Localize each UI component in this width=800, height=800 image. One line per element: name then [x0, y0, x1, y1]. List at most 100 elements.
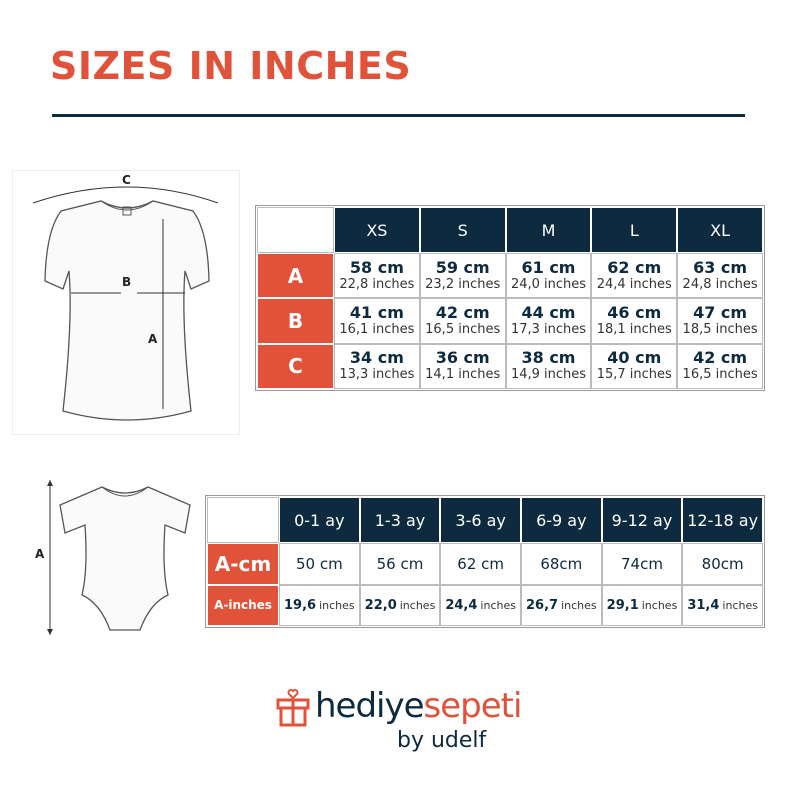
cell: 40 cm 15,7 inches: [591, 343, 678, 389]
corner-cell: [257, 207, 334, 253]
inch-unit: inches: [480, 598, 516, 612]
cm-value: 63 cm: [693, 257, 748, 277]
cell: 63 cm 24,8 inches: [677, 252, 763, 299]
cm-value: 56 cm: [359, 543, 441, 585]
header-m: M: [506, 208, 591, 252]
cell: 59 cm 23,2 inches: [419, 252, 506, 299]
logo-text-hediye: hediye: [315, 686, 425, 726]
label-a: A: [148, 332, 158, 346]
cm-value: 47 cm: [693, 302, 748, 322]
inch-value: 24,0 inches: [510, 276, 587, 292]
cm-value: 62 cm: [607, 257, 662, 277]
inch-value: 13,3 inches: [339, 367, 415, 383]
inch-unit: inches: [319, 598, 355, 612]
cell: 26,7 inches: [520, 584, 602, 626]
cm-value: 68cm: [520, 543, 602, 585]
inch-value: 19,6: [284, 597, 317, 613]
cm-value: 58 cm: [349, 257, 404, 277]
inch-unit: inches: [399, 598, 436, 612]
row-label-c: C: [258, 344, 333, 388]
logo-byline: by udelf: [397, 728, 487, 753]
row-label-a-cm: A-cm: [208, 544, 278, 584]
inch-value: 24,8 inches: [682, 276, 758, 292]
cm-value: 61 cm: [521, 257, 576, 277]
cm-value: 74cm: [601, 543, 683, 585]
inch-value: 26,7: [526, 597, 559, 613]
corner-cell: [207, 497, 279, 543]
inch-unit: inches: [722, 598, 758, 612]
cell: 61 cm 24,0 inches: [505, 252, 592, 299]
header-xl: XL: [678, 208, 762, 252]
cm-value: 40 cm: [607, 348, 662, 368]
inch-value: 24,4 inches: [596, 276, 672, 292]
inch-unit: inches: [561, 598, 597, 612]
header-s: S: [420, 208, 505, 252]
inch-value: 18,1 inches: [596, 321, 672, 337]
inch-value: 16,1 inches: [339, 321, 415, 337]
inch-value: 29,1: [606, 597, 639, 613]
cell: 47 cm 18,5 inches: [677, 298, 763, 344]
cm-value: 38 cm: [521, 348, 576, 368]
cell: 44 cm 17,3 inches: [505, 298, 592, 344]
cell: 24,4 inches: [440, 584, 521, 626]
cell: 31,4 inches: [682, 584, 763, 626]
header-age: 0-1 ay: [280, 498, 359, 542]
inch-value: 16,5 inches: [682, 367, 758, 383]
cm-value: 42 cm: [693, 348, 748, 368]
cell: 42 cm 16,5 inches: [677, 343, 763, 389]
inch-value: 14,9 inches: [510, 367, 587, 383]
row-label-a-inches: A-inches: [208, 585, 278, 625]
cm-value: 41 cm: [349, 302, 404, 322]
inch-value: 22,8 inches: [339, 276, 415, 292]
row-label-a: A: [258, 254, 333, 298]
header-age: 12-18 ay: [683, 498, 762, 542]
cm-value: 80cm: [682, 543, 763, 585]
brand-logo: hediyesepeti by udelf: [275, 686, 535, 766]
cell: 46 cm 18,1 inches: [591, 298, 678, 344]
label-a: A: [35, 547, 45, 561]
header-age: 9-12 ay: [602, 498, 682, 542]
cell: 22,0 inches: [359, 584, 441, 626]
label-c: C: [122, 173, 131, 187]
cell: 38 cm 14,9 inches: [505, 343, 592, 389]
gift-box-icon: [276, 689, 310, 727]
tshirt-diagram: [12, 170, 240, 435]
cell: 41 cm 16,1 inches: [334, 298, 420, 344]
inch-value: 24,4: [445, 597, 478, 613]
cm-value: 44 cm: [521, 302, 576, 322]
cm-value: 46 cm: [607, 302, 662, 322]
onesie-size-table: 0-1 ay 1-3 ay 3-6 ay 6-9 ay 9-12 ay 12-1…: [205, 495, 765, 628]
tshirt-size-table: XS S M L XL A 58 cm 22,8 inches 59 cm 23,2…: [255, 205, 765, 391]
header-age: 3-6 ay: [441, 498, 520, 542]
cell: 62 cm 24,4 inches: [591, 252, 678, 299]
row-label-b: B: [258, 299, 333, 343]
inch-value: 18,5 inches: [682, 321, 758, 337]
inch-value: 15,7 inches: [596, 367, 672, 383]
header-age: 6-9 ay: [521, 498, 601, 542]
onesie-diagram: [30, 475, 205, 640]
cm-value: 50 cm: [279, 543, 360, 585]
header-l: L: [592, 208, 677, 252]
logo-text-sepeti: sepeti: [423, 686, 523, 726]
inch-value: 22,0: [364, 597, 397, 613]
page-title: SIZES IN INCHES: [50, 44, 412, 88]
cell: 42 cm 16,5 inches: [419, 298, 506, 344]
inch-unit: inches: [641, 598, 678, 612]
divider: [52, 114, 745, 117]
cm-value: 62 cm: [440, 543, 521, 585]
inch-value: 14,1 inches: [425, 367, 501, 383]
cell: 58 cm 22,8 inches: [334, 252, 420, 299]
cell: 34 cm 13,3 inches: [334, 343, 420, 389]
cell: 29,1 inches: [601, 584, 683, 626]
cell: 19,6 inches: [279, 584, 360, 626]
cell: 36 cm 14,1 inches: [419, 343, 506, 389]
cm-value: 34 cm: [349, 348, 404, 368]
cm-value: 42 cm: [435, 302, 490, 322]
inch-value: 17,3 inches: [510, 321, 587, 337]
inch-value: 16,5 inches: [425, 321, 501, 337]
cm-value: 36 cm: [435, 348, 490, 368]
inch-value: 23,2 inches: [425, 276, 501, 292]
header-xs: XS: [335, 208, 419, 252]
label-b: B: [122, 275, 132, 289]
header-age: 1-3 ay: [360, 498, 440, 542]
